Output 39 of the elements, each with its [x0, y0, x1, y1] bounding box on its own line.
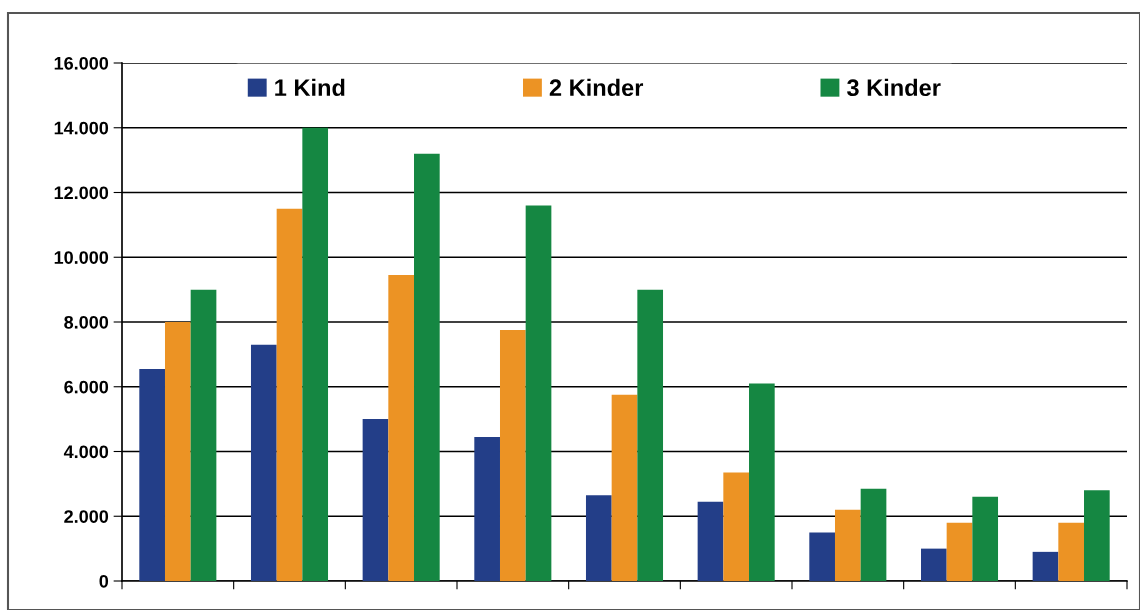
bar	[611, 394, 638, 581]
y-tick-label: 6.000	[64, 380, 109, 394]
legend-label: 1 Kind	[275, 78, 345, 97]
bar	[809, 532, 835, 581]
bar	[946, 522, 973, 581]
y-tick-label: 8.000	[64, 315, 109, 329]
bar	[697, 501, 724, 581]
bar	[190, 289, 217, 581]
y-tick-label: 10.000	[54, 251, 109, 264]
bar	[302, 127, 329, 581]
bar	[1084, 490, 1110, 581]
bar	[637, 289, 664, 581]
y-tick-label: 14.000	[54, 121, 109, 135]
bar	[250, 344, 277, 581]
bar	[749, 383, 775, 581]
bar	[139, 368, 165, 581]
y-tick-label: 2.000	[64, 510, 109, 523]
bar	[834, 509, 861, 581]
y-tick-label: 0	[99, 574, 109, 588]
y-tick-label: 16.000	[54, 56, 109, 70]
bar	[362, 419, 389, 581]
legend-label: 3 Kinder	[847, 78, 941, 97]
bar	[860, 488, 887, 581]
bar	[920, 548, 947, 581]
bar	[474, 436, 500, 581]
bar	[499, 330, 526, 581]
legend-label: 2 Kinder	[549, 78, 644, 97]
bar	[1058, 522, 1085, 581]
bar	[1032, 551, 1059, 581]
bar	[525, 205, 552, 581]
bar	[585, 495, 612, 581]
bar	[276, 208, 303, 581]
bar	[723, 472, 750, 581]
y-tick-label: 4.000	[63, 445, 109, 459]
bar	[972, 496, 999, 581]
bar	[388, 275, 415, 581]
y-tick-label: 12.000	[54, 186, 109, 200]
bar	[414, 153, 440, 581]
bar	[164, 322, 191, 581]
